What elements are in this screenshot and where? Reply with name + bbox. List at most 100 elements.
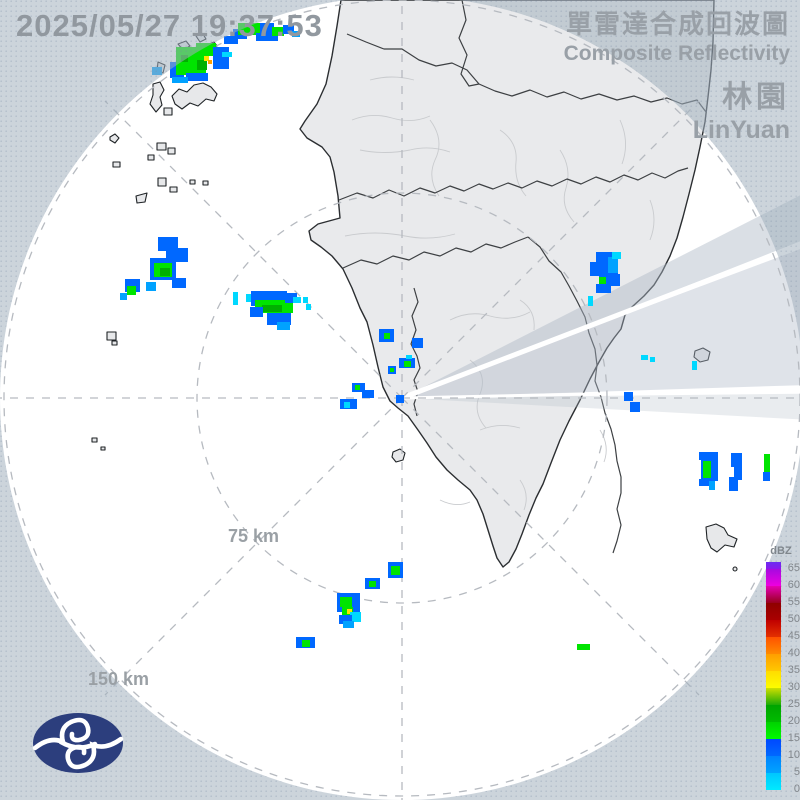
radar-echo-cell [355, 385, 360, 390]
colorbar-cell [766, 688, 781, 705]
colorbar-tick: 0 [793, 783, 800, 795]
range-label-75km: 75 km [228, 526, 280, 546]
colorbar-cell [766, 654, 781, 671]
cwb-logo-ellipse [33, 713, 123, 773]
radar-echo-cell [630, 402, 640, 412]
colorbar-cell [766, 705, 781, 722]
radar-echo-cell [208, 60, 212, 64]
colorbar-cell [766, 671, 781, 688]
radar-echo-cell [197, 60, 207, 70]
land-taiwan [299, 0, 715, 568]
colorbar-cell [766, 620, 781, 637]
radar-echo-cell [406, 355, 412, 359]
county-borders [338, 0, 707, 554]
radar-echo-cell [285, 293, 297, 303]
cwb-logo-waves [32, 717, 124, 770]
radar-echo-cell [160, 268, 170, 276]
colorbar-tick: 65 [787, 562, 800, 574]
radar-echo-cell [384, 333, 390, 339]
colorbar-tick: 30 [787, 681, 800, 693]
timestamp: 2025/05/27 19:37:53 [16, 8, 323, 43]
colorbar-cell [766, 569, 781, 586]
title-block: 單雷達合成回波圖 Composite Reflectivity 林園 LinYu… [564, 4, 790, 145]
range-label-150km: 150 km [88, 669, 150, 689]
radar-echo-cell [650, 357, 655, 362]
radar-echo-cell [213, 47, 229, 69]
radar-echo-cell [577, 644, 590, 650]
radar-echo-cell [764, 465, 770, 474]
colorbar-tick: 10 [787, 749, 800, 761]
radar-echo-cell [283, 25, 294, 34]
radar-echo-cell [692, 361, 697, 370]
radar-echo-cell [262, 305, 282, 312]
radar-echo-cell [292, 31, 300, 37]
colorbar-tick: 40 [787, 647, 800, 659]
radar-echo-cell [412, 338, 423, 348]
radar-echo-cell [391, 566, 400, 575]
colorbar-unit-label: dBZ [770, 545, 792, 557]
radar-echo-cell [260, 23, 274, 33]
radar-echo-cell [172, 77, 188, 83]
colorbar-cell [766, 603, 781, 620]
radar-echo-cell [246, 294, 251, 302]
radar-echo-cell [641, 355, 648, 360]
radar-echo-cell [233, 292, 238, 305]
colorbar-tick: 60 [787, 579, 800, 591]
radar-echo-cell [764, 454, 770, 466]
radar-echo-cell [699, 452, 718, 460]
radar-echo-cell [588, 296, 593, 306]
station-name-zh: 林園 [722, 81, 790, 114]
radar-echo-cell [120, 293, 127, 300]
radar-echo-cell [224, 36, 238, 44]
colorbar-tick: 5 [793, 766, 800, 778]
radar-echo-cell [599, 277, 606, 284]
cwb-logo [32, 713, 124, 773]
radar-echo-cell [250, 307, 263, 317]
colorbar-cell [766, 773, 781, 790]
station-name-en: LinYuan [692, 116, 790, 144]
colorbar-tick: 45 [787, 630, 800, 642]
colorbar-tick: 55 [787, 596, 800, 608]
radar-echo-cell [277, 322, 290, 330]
radar-echo-cell [256, 33, 278, 41]
radar-echo-cell [729, 477, 738, 491]
radar-echo-cell [350, 612, 361, 622]
product-title-zh: 單雷達合成回波圖 [565, 9, 790, 39]
radar-echo-cell [396, 395, 404, 403]
colorbar-cell [766, 739, 781, 756]
radar-echo-cell [699, 479, 710, 486]
colorbar [766, 562, 781, 790]
radar-echo-cell [302, 640, 310, 647]
radar-echo-cell [306, 304, 311, 310]
radar-echo-cell [340, 597, 352, 607]
radar-echo-cell [303, 297, 308, 303]
colorbar-tick: 20 [787, 715, 800, 727]
radar-echo-cell [172, 278, 186, 288]
radar-echo-cell [624, 392, 633, 401]
radar-echo-cell [731, 453, 742, 467]
radar-echo-cell [127, 286, 136, 295]
echo-layer [120, 23, 770, 650]
radar-echo-cell [204, 56, 209, 61]
radar-echo-cell [343, 621, 354, 628]
radar-echo-cell [390, 368, 394, 372]
radar-echo-cell [158, 237, 178, 251]
radar-echo-cell [222, 52, 232, 57]
product-title-en: Composite Reflectivity [563, 42, 790, 65]
colorbar-cell [766, 586, 781, 603]
colorbar-tick: 25 [787, 698, 800, 710]
radar-echo-cell [734, 465, 742, 480]
radar-echo-cell [344, 402, 350, 408]
colorbar-cell [766, 756, 781, 773]
radar-echo-cell [369, 581, 376, 587]
radar-echo-cell [703, 461, 711, 478]
radar-echo-cell [612, 252, 621, 259]
colorbar-tick: 35 [787, 664, 800, 676]
colorbar-tick: 15 [787, 732, 800, 744]
blockage-wedges [401, 195, 800, 420]
colorbar-tick: 50 [787, 613, 800, 625]
radar-echo-cell [293, 297, 301, 303]
colorbar-cell [766, 562, 781, 569]
colorbar-cell [766, 722, 781, 739]
